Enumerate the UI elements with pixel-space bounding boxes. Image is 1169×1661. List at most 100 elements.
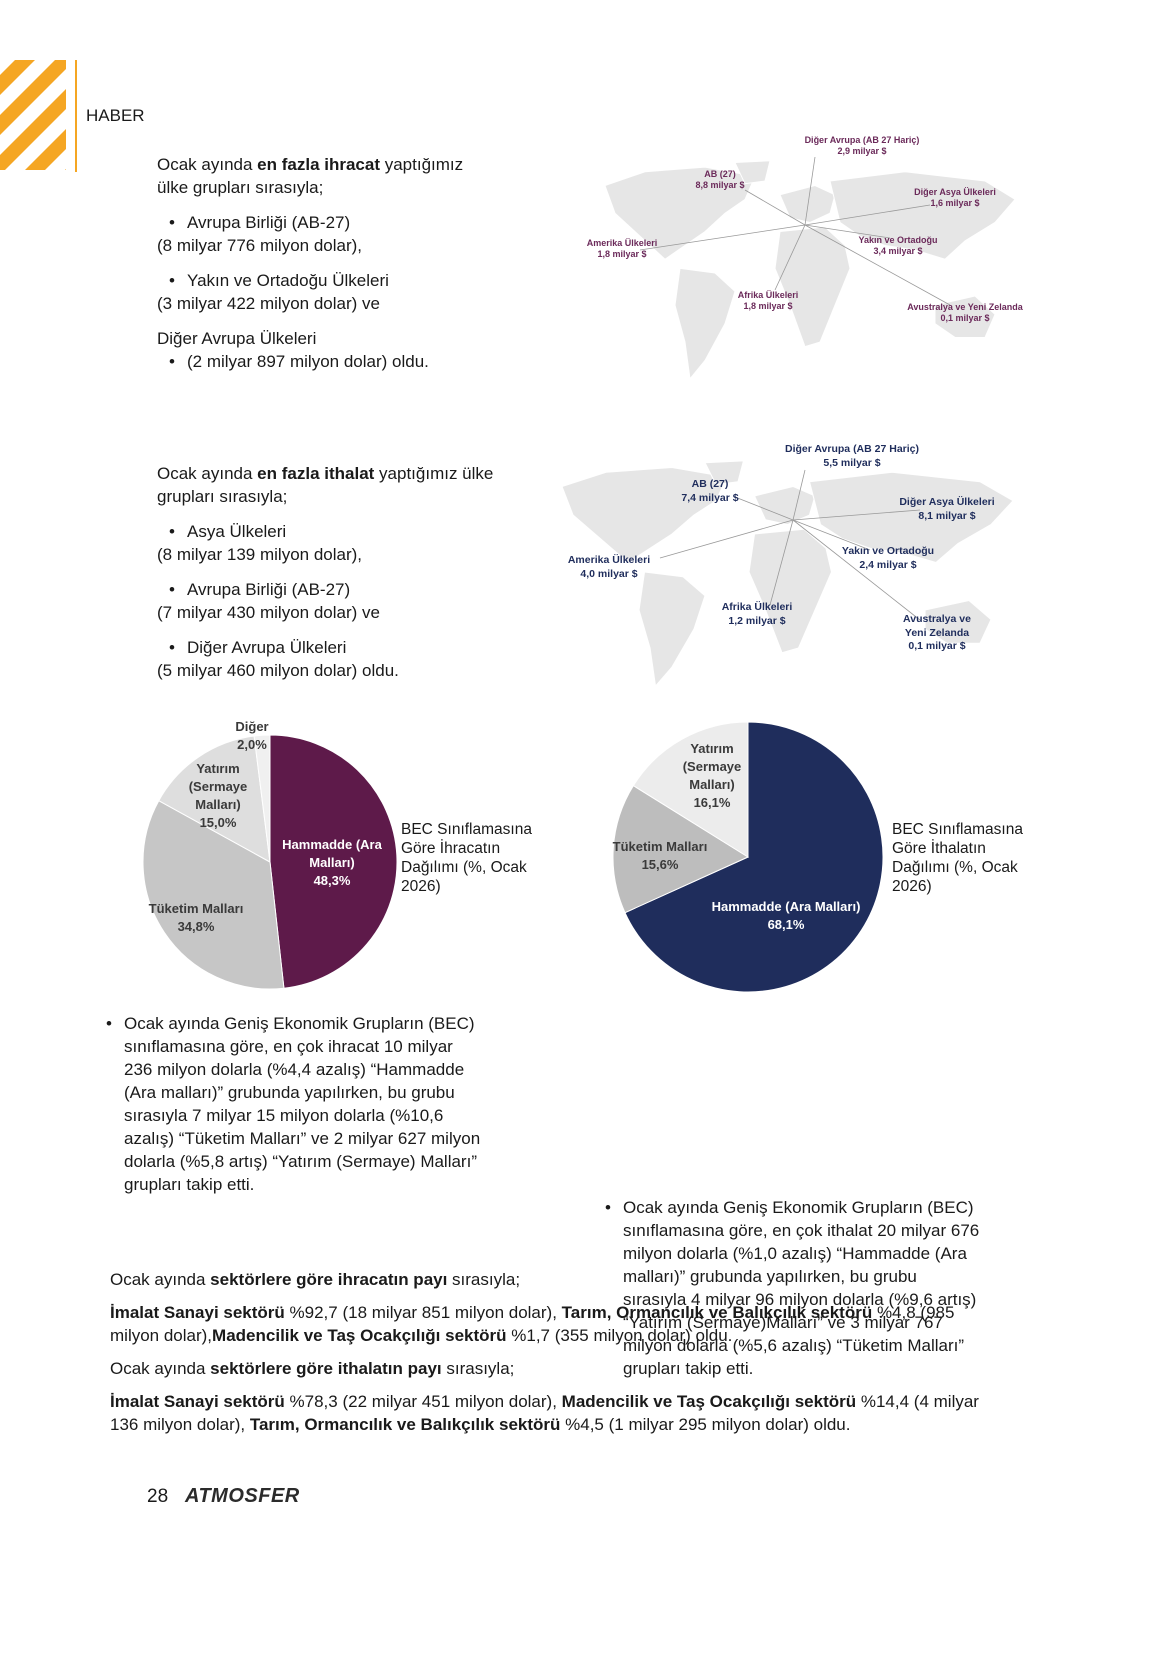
region: Amerika Ülkeleri: [586, 238, 658, 248]
chart-title: BEC Sınıflamasına Göre İhracatın Dağılım…: [401, 821, 532, 895]
region: Avustralya ve Yeni Zelanda: [903, 613, 971, 639]
region: AB (27): [704, 169, 736, 179]
map-label: Afrika Ülkeleri 1,2 milyar $: [722, 601, 793, 628]
region: Diğer Asya Ülkeleri: [899, 496, 995, 508]
text-bold: en fazla ithalat: [257, 464, 375, 483]
text: %78,3 (22 milyar 451 milyon dolar),: [284, 1392, 562, 1411]
slice-value: 34,8%: [177, 919, 215, 934]
slice-name: Yatırım (Sermaye Malları): [188, 761, 248, 812]
text: %4,5 (1 milyar 295 milyon dolar) oldu.: [560, 1415, 851, 1434]
map-label: Diğer Asya Ülkeleri 1,6 milyar $: [914, 187, 996, 209]
export-summary: Ocak ayında en fazla ihracat yaptığımız …: [157, 153, 497, 385]
amount: 7,4 milyar $: [681, 491, 739, 504]
map-label: Yakın ve Ortadoğu 3,4 milyar $: [858, 235, 937, 257]
region: Afrika Ülkeleri: [721, 601, 793, 613]
amount: (5 milyar 460 milyon dolar) oldu.: [157, 661, 399, 680]
slice-label: Tüketim Malları 34,8%: [141, 900, 251, 936]
pie-slice: [269, 734, 398, 989]
amount: (3 milyar 422 milyon dolar) ve: [157, 294, 380, 313]
list-item: Avrupa Birliği (AB-27): [157, 211, 497, 234]
text: sırasıyla;: [447, 1270, 521, 1289]
map-label: Yakın ve Ortadoğu 2,4 milyar $: [842, 545, 934, 572]
text-bold: Madencilik ve Taş Ocakçılığı sektörü: [561, 1392, 857, 1411]
text-bold: sektörlere göre ihracatın payı: [210, 1270, 448, 1289]
region: Diğer Asya Ülkeleri: [914, 187, 996, 197]
pie-slice: [142, 800, 285, 990]
text-bold: İmalat Sanayi sektörü: [110, 1392, 285, 1411]
amount: 3,4 milyar $: [873, 246, 923, 256]
import-summary: Ocak ayında en fazla ithalat yaptığımız …: [157, 462, 497, 694]
slice-label: Hammadde (Ara Malları) 48,3%: [282, 836, 382, 890]
slice-name: Hammadde (Ara Malları): [282, 837, 382, 870]
text-bold: sektörlere göre ithalatın payı: [210, 1359, 442, 1378]
amount: (2 milyar 897 milyon dolar) oldu.: [157, 350, 497, 373]
amount: 1,6 milyar $: [930, 198, 980, 208]
amount: 2,9 milyar $: [837, 146, 887, 156]
region: AB (27): [691, 478, 729, 490]
text: %4,8 (985 milyon dolar),: [110, 1303, 955, 1345]
amount: 0,1 milyar $: [908, 640, 966, 652]
slice-label: Hammadde (Ara Malları) 68,1%: [696, 898, 876, 934]
text: Ocak ayında: [157, 155, 258, 174]
map-label: Amerika Ülkeleri 1,8 milyar $: [587, 238, 658, 260]
text: %92,7 (18 milyar 851 milyon dolar),: [284, 1303, 562, 1322]
region: Avustralya ve Yeni Zelanda: [907, 302, 1023, 312]
amount: 8,8 milyar $: [695, 180, 745, 190]
slice-value: 68,1%: [767, 917, 805, 932]
amount: 2,4 milyar $: [859, 558, 917, 571]
region: Diğer Avrupa (AB 27 Hariç): [784, 443, 920, 455]
list-item: Diğer Avrupa Ülkeleri: [157, 329, 317, 348]
slice-label: Diğer 2,0%: [222, 718, 282, 754]
slice-value: 16,1%: [693, 795, 731, 810]
slice-name: Yatırım (Sermaye Malları): [682, 741, 742, 792]
text-bold: Tarım, Ormancılık ve Balıkçılık sektörü: [561, 1303, 873, 1322]
pie-slice: [253, 734, 271, 863]
map-label: AB (27) 7,4 milyar $: [681, 478, 738, 505]
chart-title: BEC Sınıflamasına Göre İthalatın Dağılım…: [892, 821, 1023, 895]
page-number: 28: [147, 1486, 169, 1507]
bullet-paragraph: Ocak ayında Geniş Ekonomik Grupların (BE…: [593, 1196, 983, 1380]
amount: 8,1 milyar $: [918, 509, 976, 522]
text: %14,4 (4 milyar 136 milyon dolar),: [110, 1392, 979, 1434]
slice-value: 15,0%: [199, 815, 237, 830]
slice-name: Tüketim Malları: [148, 901, 244, 916]
section-label: HABER: [86, 106, 145, 125]
text: %1,7 (355 milyon dolar) oldu.: [506, 1326, 733, 1345]
map-label: Diğer Avrupa (AB 27 Hariç) 2,9 milyar $: [805, 135, 920, 157]
region: Yakın ve Ortadoğu: [841, 545, 935, 557]
slice-name: Diğer: [235, 719, 269, 734]
slice-name: Hammadde (Ara Malları): [711, 899, 861, 914]
slice-value: 2,0%: [237, 737, 267, 752]
region: Diğer Avrupa (AB 27 Hariç): [804, 135, 920, 145]
pie-slice: [612, 784, 750, 914]
list-item: Yakın ve Ortadoğu Ülkeleri: [157, 269, 497, 292]
text-bold: Tarım, Ormancılık ve Balıkçılık sektörü: [249, 1415, 561, 1434]
amount: 5,5 milyar $: [823, 456, 881, 469]
amount: (8 milyar 776 milyon dolar),: [157, 236, 363, 255]
text: yaptığımız ülke grupları sırasıyla;: [157, 155, 464, 197]
region: Afrika Ülkeleri: [737, 290, 799, 300]
slice-label: Tüketim Malları 15,6%: [600, 838, 720, 874]
text-bold: Madencilik ve Taş Ocakçılığı sektörü: [212, 1326, 507, 1345]
map-label: Afrika Ülkeleri 1,8 milyar $: [738, 290, 799, 312]
slice-label: Yatırım (Sermaye Malları) 16,1%: [672, 740, 752, 812]
sector-section: Ocak ayında sektörlere göre ihracatın pa…: [110, 1268, 980, 1446]
text-bold: İmalat Sanayi sektörü: [110, 1303, 285, 1322]
text-bold: en fazla ihracat: [257, 155, 380, 174]
bullet-paragraph: Ocak ayında Geniş Ekonomik Grupların (BE…: [94, 1012, 484, 1196]
pie-charts: [142, 721, 884, 993]
header-stripes: [0, 60, 77, 172]
text: Ocak ayında: [110, 1270, 211, 1289]
slice-value: 48,3%: [313, 873, 351, 888]
text: sırasıyla;: [441, 1359, 515, 1378]
slice-label: Yatırım (Sermaye Malları) 15,0%: [178, 760, 258, 832]
amount: (7 milyar 430 milyon dolar) ve: [157, 603, 380, 622]
pie-slice: [632, 721, 749, 858]
brand-logo: ATMOSFER: [185, 1485, 300, 1507]
amount: 1,2 milyar $: [728, 614, 786, 627]
text: yaptığımız ülke grupları sırasıyla;: [157, 464, 494, 506]
map-lines: [639, 156, 951, 621]
map-label: Diğer Asya Ülkeleri 8,1 milyar $: [899, 496, 994, 523]
list-item: Diğer Avrupa Ülkeleri: [157, 636, 497, 659]
